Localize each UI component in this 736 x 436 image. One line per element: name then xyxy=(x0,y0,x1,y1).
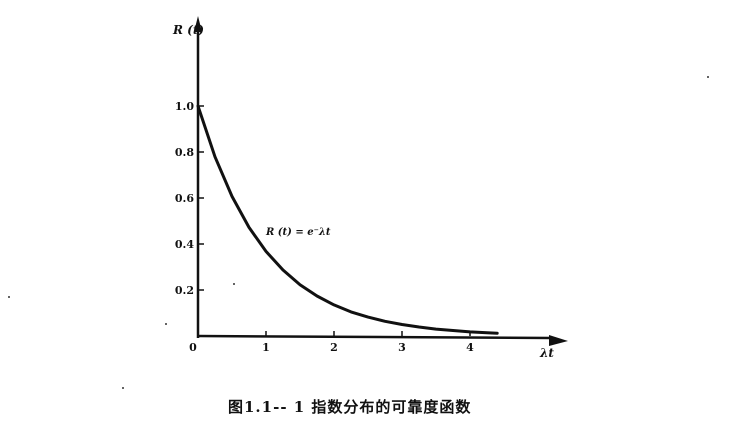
x-axis-label: λt xyxy=(539,346,554,360)
y-tick-label: 0.4 xyxy=(175,238,194,251)
figure-caption: 图1.1-- 1 指数分布的可靠度函数 xyxy=(228,398,471,416)
curve-equation-label: R (t) = e⁻λt xyxy=(265,227,331,238)
x-axis xyxy=(197,334,553,340)
x-tick-label: 0 xyxy=(189,341,197,354)
y-tick-label: 0.8 xyxy=(175,146,194,159)
x-axis-arrow xyxy=(549,335,568,346)
x-ticks: 0 1 2 3 4 xyxy=(189,331,474,354)
y-axis-label: R (t) xyxy=(172,23,204,37)
x-tick-label: 4 xyxy=(466,341,474,354)
speck xyxy=(233,283,235,285)
speck xyxy=(122,387,124,389)
reliability-curve xyxy=(196,104,499,335)
x-tick-label: 3 xyxy=(398,341,406,354)
y-ticks: 0.2 0.4 0.6 0.8 1.0 xyxy=(175,100,204,297)
speck xyxy=(165,323,167,325)
y-tick-label: 0.2 xyxy=(175,284,194,297)
y-tick-label: 1.0 xyxy=(175,100,194,113)
y-axis-arrow xyxy=(194,16,202,32)
y-tick-label: 0.6 xyxy=(175,192,194,205)
speck xyxy=(8,296,10,298)
speck xyxy=(707,76,709,78)
x-tick-label: 2 xyxy=(330,341,338,354)
x-tick-label: 1 xyxy=(262,341,270,354)
